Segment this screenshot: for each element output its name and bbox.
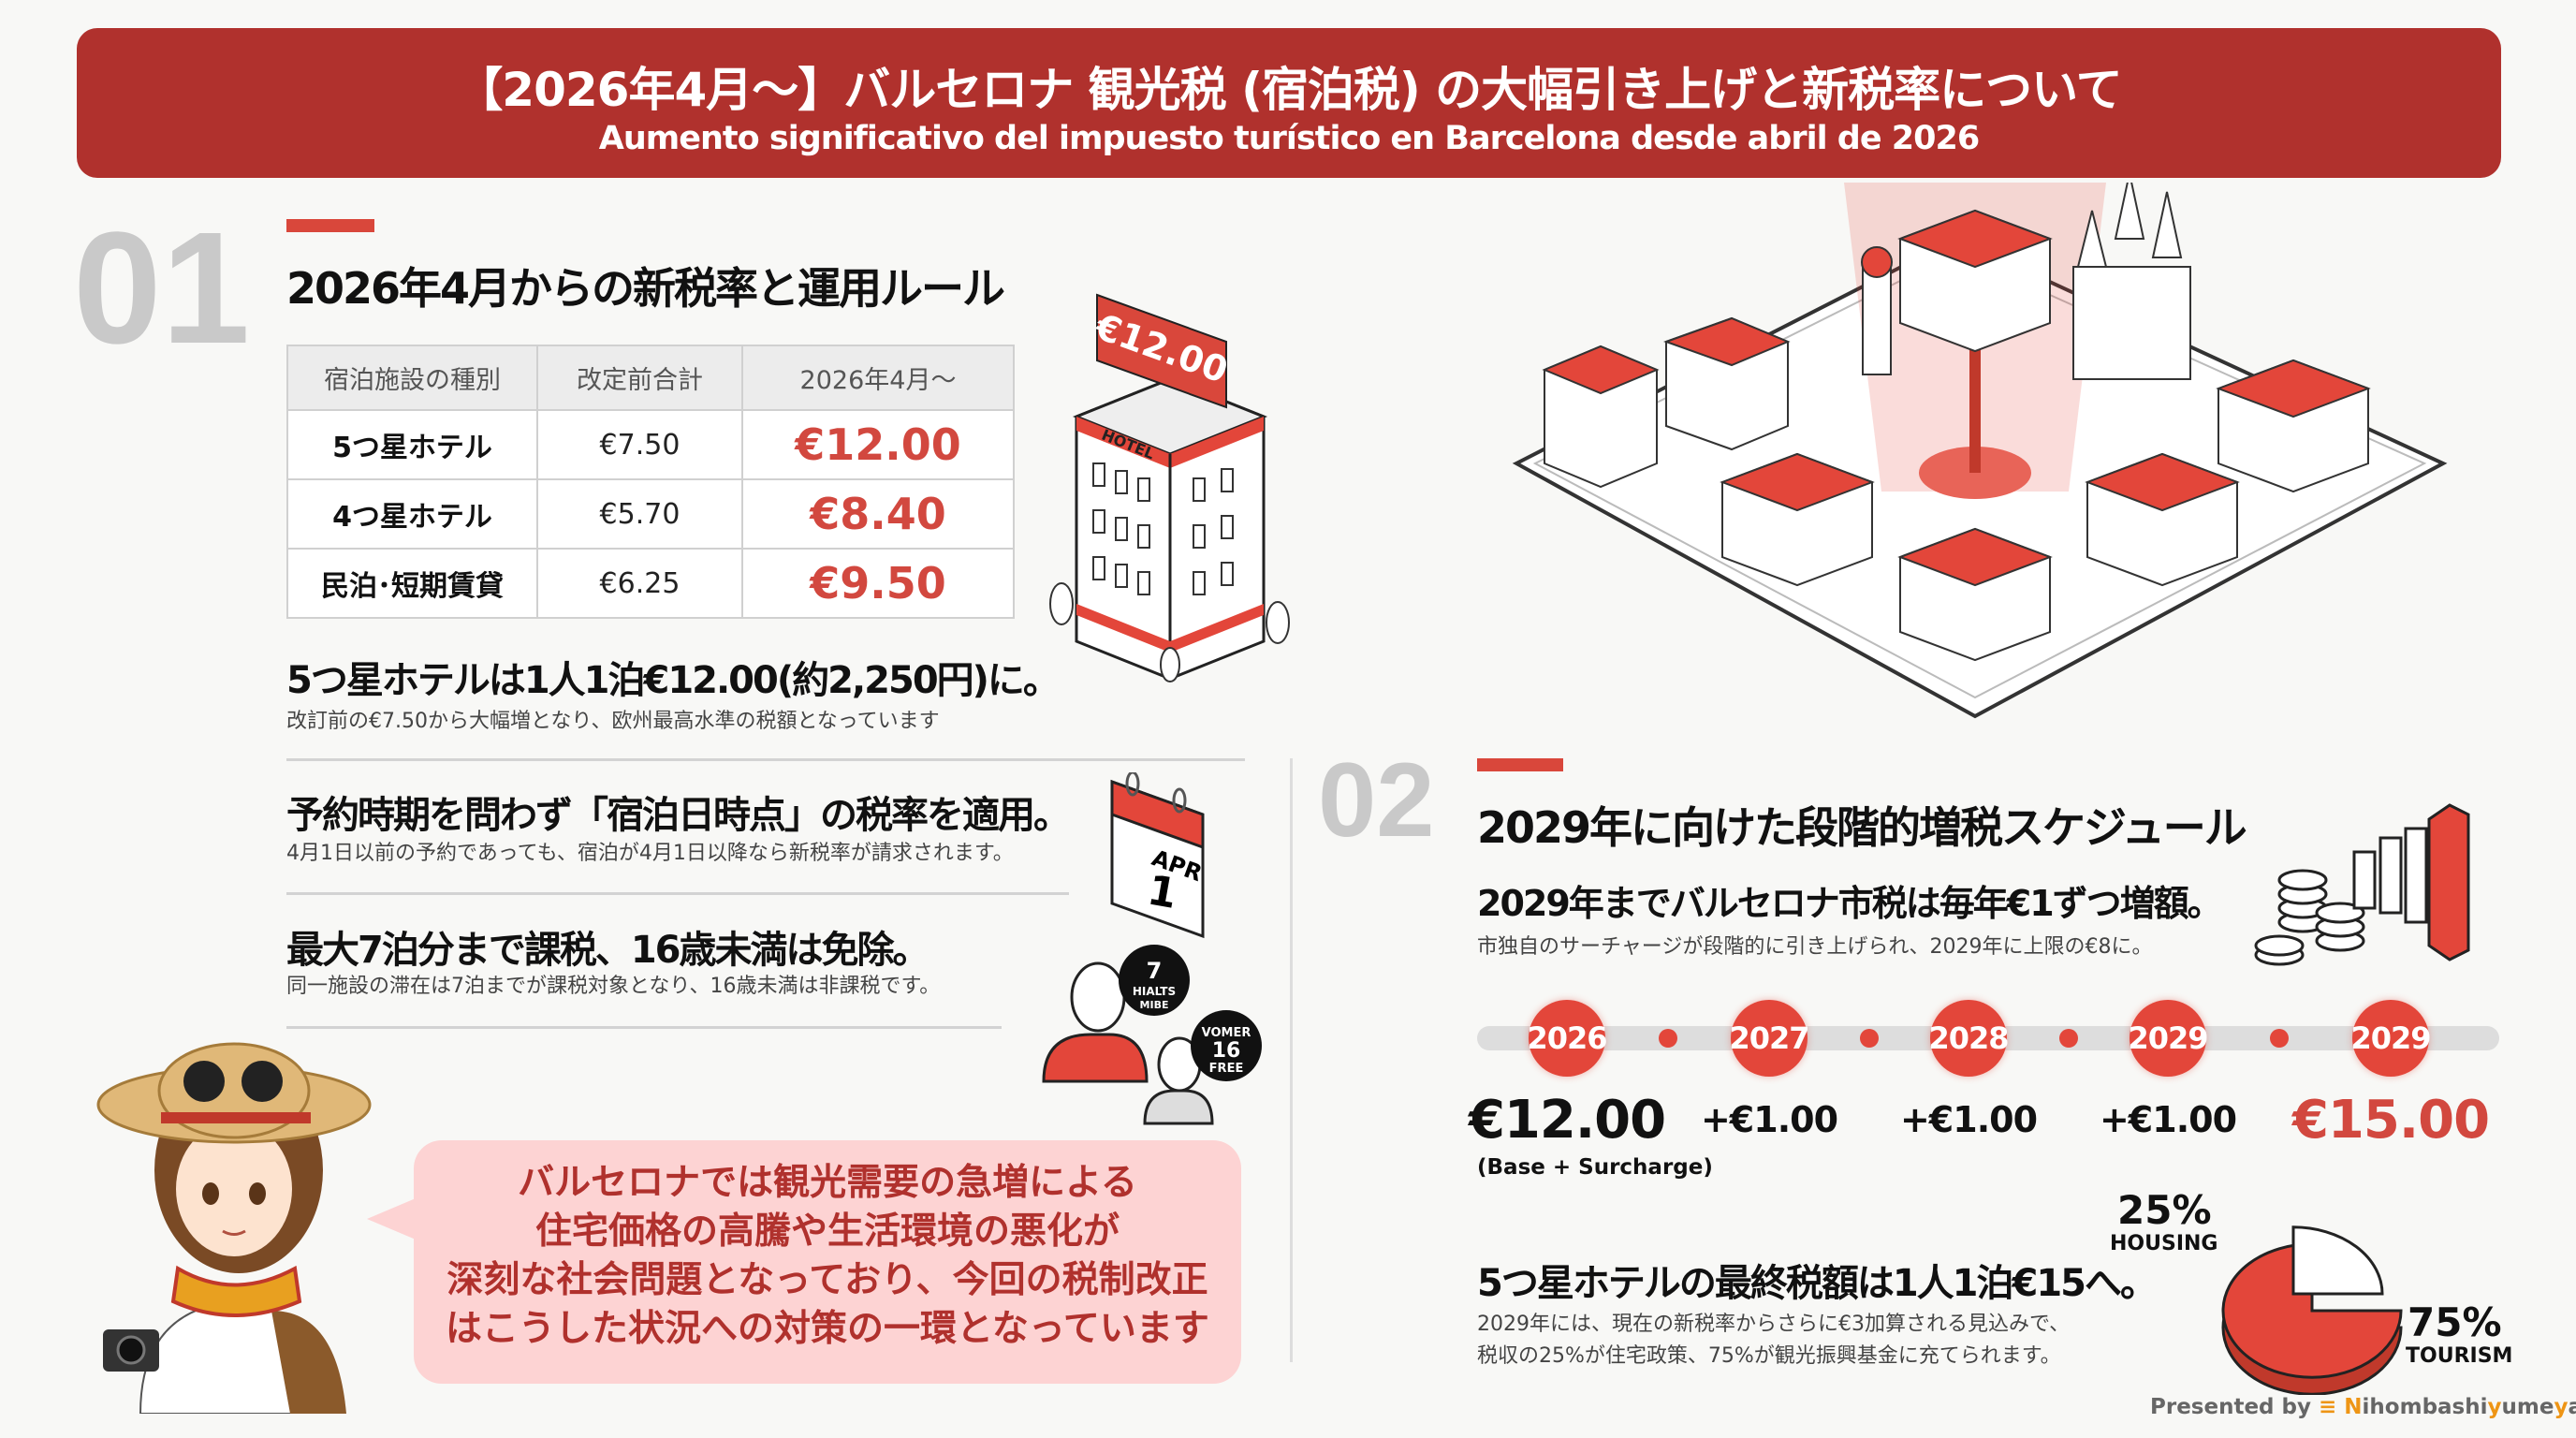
table-row: 5つ星ホテル €7.50 €12.00 xyxy=(286,409,1015,480)
timeline-note: (Base + Surcharge) xyxy=(1477,1155,1713,1180)
revenue-pie-chart xyxy=(2221,1225,2403,1395)
housing-pct: 25% xyxy=(2117,1187,2212,1233)
point-3-title: 最大7泊分まで課税、16歳未満は免除。 xyxy=(286,929,929,972)
table-row: 民泊･短期賃貸 €6.25 €9.50 xyxy=(286,548,1015,619)
page-subtitle: Aumento significativo del impuesto turís… xyxy=(598,120,1980,157)
col-header-before: 改定前合計 xyxy=(536,345,743,411)
timeline-value-1: +€1.00 xyxy=(1700,1099,1838,1140)
tourism-pct: 75% xyxy=(2408,1299,2502,1345)
tourism-label: TOURISM xyxy=(2406,1344,2513,1368)
table-row: 4つ星ホテル €5.70 €8.40 xyxy=(286,478,1015,550)
divider xyxy=(286,1026,1002,1029)
bubble-line: 住宅価格の高騰や生活環境の悪化が xyxy=(534,1211,1120,1253)
brand-name[interactable]: Nihombashiyumeya xyxy=(2344,1395,2576,1419)
brand-logo-icon: ≡ xyxy=(2319,1395,2337,1419)
point-1-title: 5つ星ホテルは1人1泊€12.00(約2,250円)に。 xyxy=(286,659,1061,702)
section2-subdesc: 市独自のサーチャージが段階的に引き上げられ、2029年に上限の€8に。 xyxy=(1477,935,2153,959)
adult-badge-l2: MIBE xyxy=(1140,999,1169,1011)
table-header-row: 宿泊施設の種別 改定前合計 2026年4月〜 xyxy=(286,345,1015,411)
final-desc-line: 2029年には、現在の新税率からさらに€3加算される見込みで、 xyxy=(1477,1313,2071,1336)
child-badge xyxy=(1191,1010,1262,1081)
speech-bubble: バルセロナでは観光需要の急増による 住宅価格の高騰や生活環境の悪化が 深刻な社会… xyxy=(414,1140,1241,1384)
timeline-value-2: +€1.00 xyxy=(1899,1099,2038,1140)
cell-new: €9.50 xyxy=(741,548,1015,619)
header-banner: 【2026年4月〜】バルセロナ 観光税 (宿泊税) の大幅引き上げと新税率につい… xyxy=(77,28,2501,178)
cell-before: €7.50 xyxy=(536,409,743,480)
cell-new: €8.40 xyxy=(741,478,1015,550)
coins-bar-chart-icon xyxy=(2254,803,2470,966)
cell-type: 民泊･短期賃貸 xyxy=(286,548,538,619)
bubble-line: はこうした状況への対策の一環となっています xyxy=(446,1308,1209,1350)
people-icons: 7 HIALTS MIBE VOMER 16 FREE xyxy=(1042,945,1262,1125)
timeline-value-0: €12.00 xyxy=(1468,1090,1666,1151)
bubble-line: バルセロナでは観光需要の急増による xyxy=(518,1162,1137,1204)
divider xyxy=(286,758,1245,761)
bubble-tail xyxy=(367,1198,416,1240)
child-badge-num: 16 xyxy=(1212,1039,1241,1063)
footer-credit: Presented by ≡ Nihombashiyumeya xyxy=(2150,1395,2576,1419)
section-divider xyxy=(1290,758,1293,1362)
pie-slice-tourism xyxy=(2221,1242,2403,1379)
tax-rate-table: 宿泊施設の種別 改定前合計 2026年4月〜 5つ星ホテル €7.50 €12.… xyxy=(286,345,1015,619)
barcelona-city-illustration xyxy=(1512,183,2448,719)
tourist-girl-illustration xyxy=(96,1042,372,1414)
col-header-type: 宿泊施設の種別 xyxy=(286,345,538,411)
cell-type: 5つ星ホテル xyxy=(286,409,538,480)
timeline-year-1: 2027 xyxy=(1729,1000,1810,1077)
timeline-value-3: +€1.00 xyxy=(2099,1099,2237,1140)
cell-before: €5.70 xyxy=(536,478,743,550)
child-badge-l1: VOMER xyxy=(1202,1026,1251,1040)
cell-before: €6.25 xyxy=(536,548,743,619)
housing-label: HOUSING xyxy=(2110,1232,2218,1255)
timeline-dot xyxy=(2058,1029,2078,1048)
adult-icon xyxy=(1042,961,1149,1083)
point-3-desc: 同一施設の滞在は7泊までが課税対象となり、16歳未満は非課税です。 xyxy=(286,975,941,998)
section-accent-bar xyxy=(1477,758,1563,771)
cell-new: €12.00 xyxy=(741,409,1015,480)
timeline-year-2: 2028 xyxy=(1928,1000,2010,1077)
bubble-line: 深刻な社会問題となっており、今回の税制改正 xyxy=(446,1259,1208,1301)
calendar-icon: APR 1 xyxy=(1110,772,1206,939)
timeline-value-4: €15.00 xyxy=(2291,1090,2490,1151)
point-1-desc: 改訂前の€7.50から大幅増となり、欧州最高水準の税額となっています xyxy=(286,710,940,733)
page-title: 【2026年4月〜】バルセロナ 観光税 (宿泊税) の大幅引き上げと新税率につい… xyxy=(456,63,2122,117)
footer-prefix: Presented by xyxy=(2150,1395,2311,1419)
child-badge-l2: FREE xyxy=(1209,1062,1244,1076)
hotel-illustration: €12.00 HOTEL xyxy=(1049,293,1290,682)
pie-slice-housing xyxy=(2291,1225,2384,1296)
col-header-new: 2026年4月〜 xyxy=(741,345,1015,411)
timeline-year-0: 2026 xyxy=(1527,1000,1608,1077)
timeline-dot xyxy=(2270,1029,2289,1048)
divider xyxy=(286,892,1069,895)
cell-type: 4つ星ホテル xyxy=(286,478,538,550)
adult-badge-l1: HIALTS xyxy=(1133,985,1176,998)
timeline-year-3: 2029 xyxy=(2128,1000,2209,1077)
timeline-dot xyxy=(1659,1029,1677,1048)
point-2-desc: 4月1日以前の予約であっても、宿泊が4月1日以降なら新税率が請求されます。 xyxy=(286,842,1014,865)
final-title: 5つ星ホテルの最終税額は1人1泊€15へ。 xyxy=(1477,1262,2158,1305)
timeline-year-4: 2029 xyxy=(2350,1000,2432,1077)
final-desc-line: 税収の25%が住宅政策、75%が観光振興基金に充てられます。 xyxy=(1477,1344,2061,1368)
section-accent-bar xyxy=(286,219,374,232)
point-2-title: 予約時期を問わず「宿泊日時点」の税率を適用。 xyxy=(286,794,1071,837)
section2-subtitle: 2029年までバルセロナ市税は毎年€1ずつ増額。 xyxy=(1477,883,2223,924)
section2-title: 2029年に向けた段階的増税スケジュール xyxy=(1477,802,2247,853)
adult-badge xyxy=(1119,945,1190,1016)
section-number-02: 02 xyxy=(1318,741,1435,858)
adult-badge-num: 7 xyxy=(1147,958,1163,984)
timeline-dot xyxy=(1859,1029,1879,1048)
section1-title: 2026年4月からの新税率と運用ルール xyxy=(286,263,1005,314)
child-icon xyxy=(1143,1036,1214,1125)
section-number-01: 01 xyxy=(73,199,251,377)
